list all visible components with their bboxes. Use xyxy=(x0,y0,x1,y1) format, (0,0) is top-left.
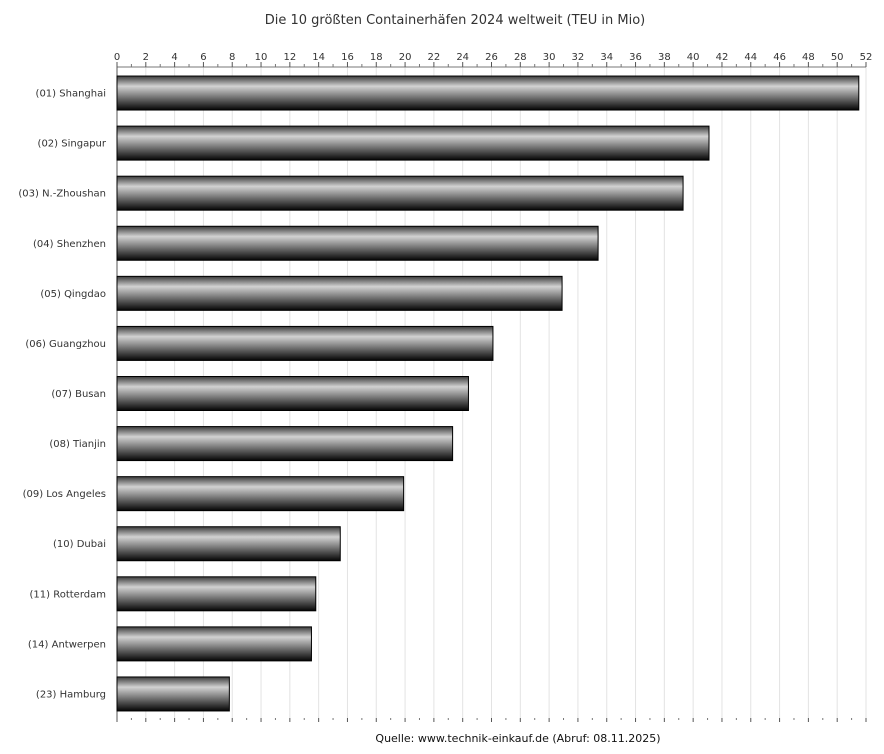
category-label: (02) Singapur xyxy=(38,139,107,150)
x-tick-label: 6 xyxy=(200,52,206,63)
x-tick-label: 4 xyxy=(171,52,177,63)
x-tick-label: 52 xyxy=(860,52,873,63)
category-label: (14) Antwerpen xyxy=(28,639,106,650)
x-tick-label: 50 xyxy=(831,52,844,63)
x-tick-label: 36 xyxy=(629,52,642,63)
bar xyxy=(116,275,563,311)
category-label: (04) Shenzhen xyxy=(33,239,106,250)
x-tick-label: 16 xyxy=(341,52,354,63)
x-tick-label: 18 xyxy=(370,52,383,63)
bar xyxy=(116,426,454,462)
x-tick-label: 8 xyxy=(229,52,235,63)
category-label: (23) Hamburg xyxy=(36,689,106,700)
source-note: Quelle: www.technik-einkauf.de (Abruf: 0… xyxy=(375,732,660,745)
x-tick-label: 0 xyxy=(114,52,120,63)
bar xyxy=(116,125,710,161)
x-tick-label: 22 xyxy=(428,52,441,63)
bar xyxy=(116,626,312,662)
x-axis: 0 2 4 6 8 10 12 14 16 18 20 22 24 26 28 30 32 34 36 38 40 42 4… xyxy=(114,52,873,722)
x-tick-label: 34 xyxy=(600,52,613,63)
bar xyxy=(116,576,317,612)
bars xyxy=(116,75,860,712)
x-tick-label: 20 xyxy=(399,52,412,63)
category-label: (08) Tianjin xyxy=(49,439,106,450)
category-label: (03) N.-Zhoushan xyxy=(18,189,106,200)
x-tick-label: 10 xyxy=(255,52,268,63)
bar xyxy=(116,526,341,562)
category-label: (06) Guangzhou xyxy=(25,339,106,350)
x-tick-label: 14 xyxy=(312,52,325,63)
x-tick-label: 40 xyxy=(687,52,700,63)
category-label: (10) Dubai xyxy=(53,539,106,550)
x-tick-label: 24 xyxy=(456,52,469,63)
category-label: (07) Busan xyxy=(51,389,106,400)
category-label: (09) Los Angeles xyxy=(23,489,106,500)
chart-title: Die 10 größten Containerhäfen 2024 weltw… xyxy=(265,13,646,28)
x-tick-label: 44 xyxy=(744,52,757,63)
x-tick-label: 38 xyxy=(658,52,671,63)
x-tick-label: 28 xyxy=(514,52,527,63)
x-tick-label: 26 xyxy=(485,52,498,63)
bar xyxy=(116,476,405,512)
bar xyxy=(116,75,860,111)
x-tick-label: 46 xyxy=(773,52,786,63)
category-label: (05) Qingdao xyxy=(40,289,106,300)
bar xyxy=(116,225,599,261)
bar xyxy=(116,376,469,411)
bar xyxy=(116,175,684,211)
x-tick-label: 32 xyxy=(572,52,585,63)
x-tick-label: 12 xyxy=(283,52,296,63)
bar xyxy=(116,676,230,712)
x-tick-label: 42 xyxy=(716,52,729,63)
grid-lines xyxy=(145,67,867,718)
category-label: (01) Shanghai xyxy=(36,89,106,100)
x-tick-label: 48 xyxy=(802,52,815,63)
x-tick-label: 2 xyxy=(143,52,149,63)
x-tick-label: 30 xyxy=(543,52,556,63)
category-label: (11) Rotterdam xyxy=(30,589,106,600)
category-labels: (01) Shanghai (02) Singapur (03) N.-Zhoush… xyxy=(18,89,107,701)
bar xyxy=(116,325,494,361)
